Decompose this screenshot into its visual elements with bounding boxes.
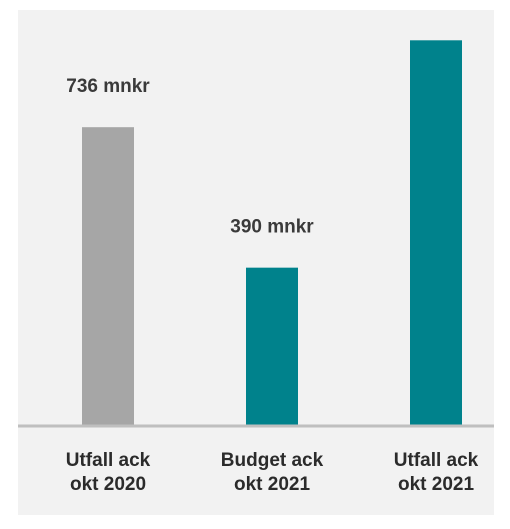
category-label-3-line-2: okt 2021: [398, 474, 474, 495]
bar-chart: 736 mnkr Utfall ack okt 2020 390 mnkr Budget…: [18, 10, 494, 495]
category-label-2-line-2: okt 2021: [234, 474, 310, 495]
bar-1: [82, 127, 134, 427]
value-label-2: 390 mnkr: [230, 217, 314, 238]
chart-panel: 736 mnkr Utfall ack okt 2020 390 mnkr Budget…: [18, 10, 494, 515]
category-label-1-line-1: Utfall ack: [66, 450, 151, 471]
bar-3: [410, 40, 462, 427]
category-label-3-line-1: Utfall ack: [394, 450, 479, 471]
bar-2: [246, 267, 298, 426]
category-label-1-line-2: okt 2020: [70, 474, 146, 495]
value-label-1: 736 mnkr: [66, 76, 150, 97]
category-label-2-line-1: Budget ack: [221, 450, 324, 471]
